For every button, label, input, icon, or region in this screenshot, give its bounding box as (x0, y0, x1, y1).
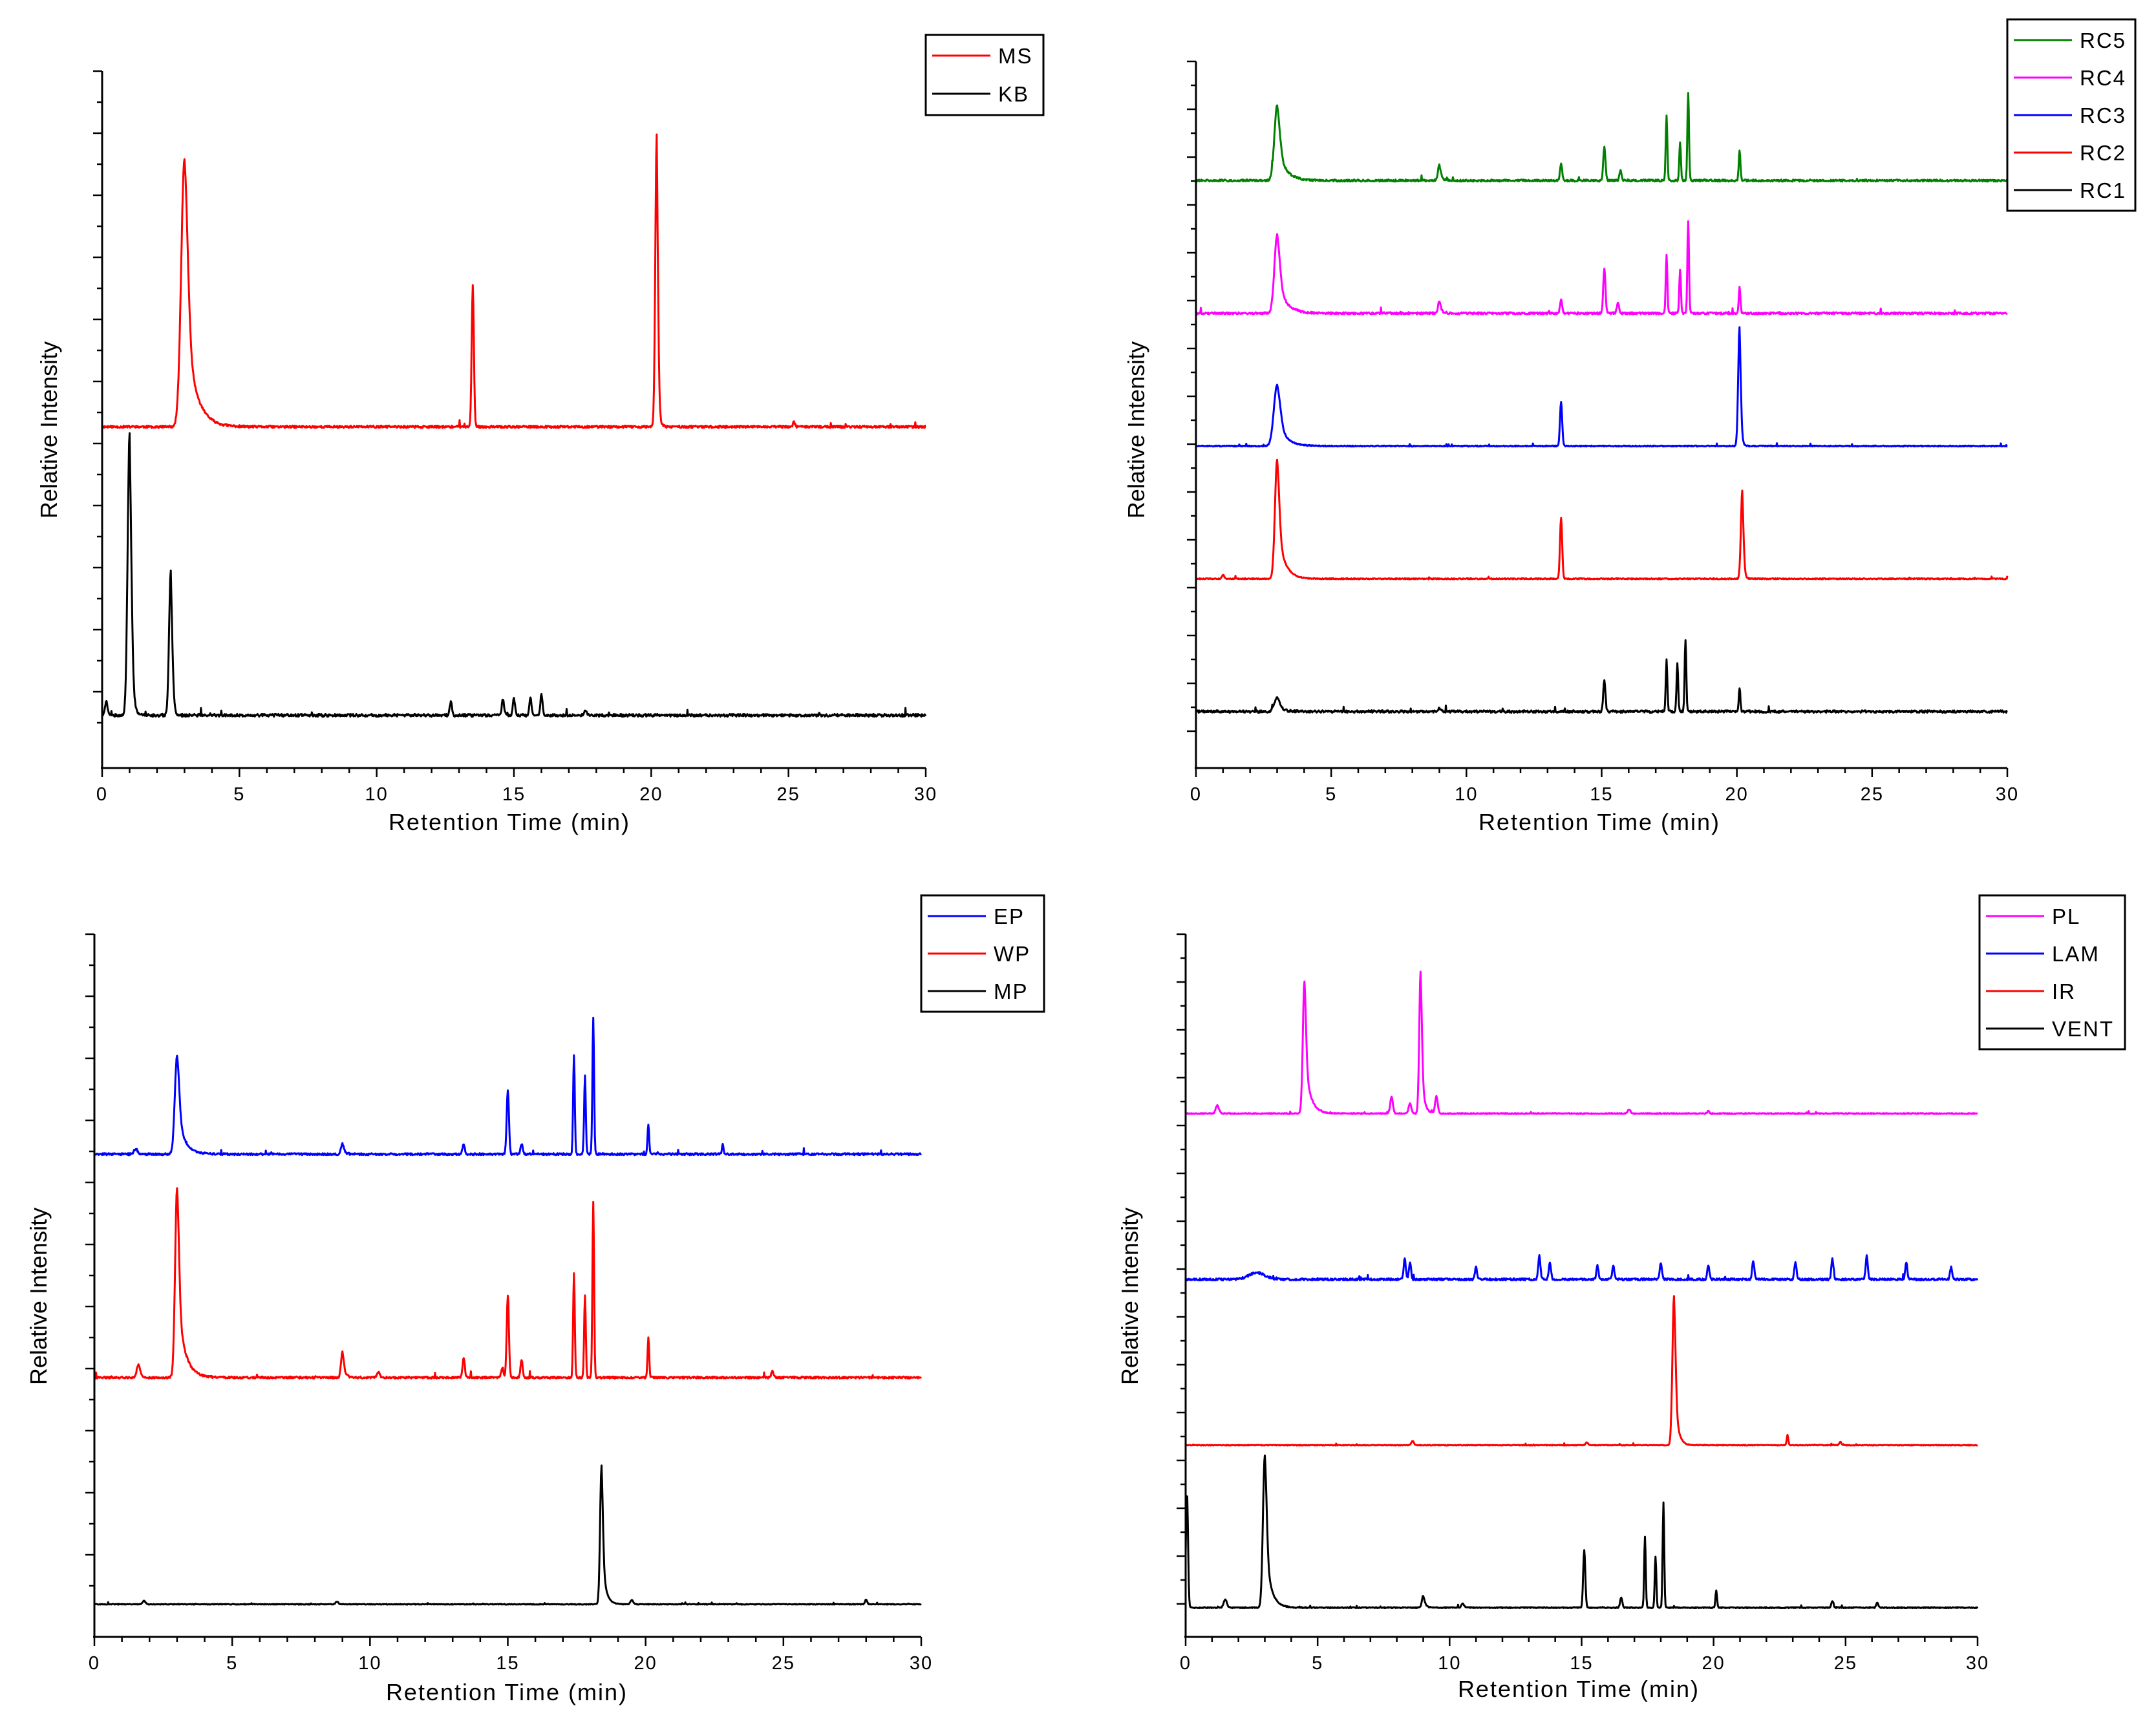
chart-axes: 0 5 10 15 20 25 30 (85, 933, 933, 1674)
legend-label-kb: KB (998, 82, 1029, 106)
legend-label-wp: WP (994, 942, 1030, 966)
chart-legend: MS KB (924, 34, 1045, 116)
legend-label-pl: PL (2052, 904, 2080, 928)
series-line-lam (1184, 1254, 1979, 1281)
y-axis-title: Relative Intensity (25, 1208, 52, 1385)
series-line-kb (101, 432, 927, 718)
legend-box (1978, 894, 2126, 1051)
series-line-vent (1184, 1454, 1979, 1609)
chart-axes: 0 5 10 15 20 25 30 (1177, 933, 1989, 1674)
chart-panel-pl-lam-ir-vent: 0 5 10 15 20 25 30 PL LAM IR VENT Retention Time … (1116, 894, 2126, 1702)
chart-legend: EP WP MP (920, 894, 1045, 1013)
x-tick-label: 10 (1438, 1653, 1461, 1674)
chart-panel-ms-kb: 0 5 10 15 20 25 30 MS KB Retention Time (min) R… (36, 34, 1045, 835)
series-line-wp (94, 1187, 922, 1380)
y-axis-title: Relative Intensity (1116, 1208, 1143, 1385)
legend-label-rc2: RC2 (2080, 141, 2126, 165)
legend-label-rc3: RC3 (2080, 103, 2126, 127)
x-axis-title: Retention Time (min) (386, 1679, 628, 1705)
chart-panel-ep-wp-mp: 0 5 10 15 20 25 30 EP WP MP Retention Time (min)… (25, 894, 1045, 1705)
x-tick-label: 0 (1190, 784, 1202, 805)
chart-axes: 0 5 10 15 20 25 30 (1187, 60, 2019, 805)
x-tick-label: 20 (634, 1653, 657, 1674)
x-tick-label: 10 (1455, 784, 1478, 805)
chart-traces (101, 133, 927, 718)
x-tick-label: 5 (226, 1653, 238, 1674)
legend-label-ir: IR (2052, 979, 2076, 1003)
x-tick-label: 30 (914, 784, 937, 805)
chart-axes: 0 5 10 15 20 25 30 (93, 70, 937, 805)
x-tick-label: 5 (233, 784, 245, 805)
x-tick-label: 0 (89, 1653, 100, 1674)
x-axis-title: Retention Time (min) (1458, 1676, 1700, 1702)
x-tick-label: 10 (358, 1653, 381, 1674)
x-tick-label: 25 (777, 784, 800, 805)
series-line-ir (1185, 1295, 1978, 1447)
y-axis-title: Relative Intensity (1123, 341, 1149, 518)
series-line-rc4 (1195, 220, 2008, 315)
chart-traces (1184, 970, 1979, 1609)
x-tick-label: 25 (1861, 784, 1884, 805)
x-tick-label: 20 (1725, 784, 1749, 805)
legend-label-vent: VENT (2052, 1017, 2114, 1041)
series-line-rc3 (1195, 326, 2008, 448)
x-tick-label: 5 (1312, 1653, 1323, 1674)
x-tick-label: 10 (365, 784, 389, 805)
x-axis-title: Retention Time (min) (1478, 809, 1720, 835)
x-tick-label: 5 (1325, 784, 1337, 805)
chart-legend: PL LAM IR VENT (1978, 894, 2126, 1051)
legend-label-rc1: RC1 (2080, 178, 2126, 202)
x-tick-label: 15 (1590, 784, 1613, 805)
chart-legend: RC5 RC4 RC3 RC2 RC1 (2006, 18, 2137, 212)
x-tick-label: 25 (772, 1653, 795, 1674)
x-tick-label: 30 (910, 1653, 933, 1674)
legend-label-ms: MS (998, 44, 1033, 68)
chart-traces (1195, 92, 2009, 714)
x-tick-label: 20 (1702, 1653, 1725, 1674)
legend-box (924, 34, 1045, 116)
x-tick-label: 15 (496, 1653, 519, 1674)
series-line-ep (94, 1016, 922, 1157)
x-tick-label: 0 (1180, 1653, 1191, 1674)
x-tick-label: 30 (1996, 784, 2019, 805)
x-axis-title: Retention Time (min) (389, 809, 630, 835)
y-axis-title: Relative Intensity (36, 341, 62, 518)
x-tick-label: 20 (639, 784, 663, 805)
x-tick-label: 25 (1834, 1653, 1857, 1674)
series-line-rc1 (1195, 639, 2008, 714)
x-tick-label: 30 (1966, 1653, 1989, 1674)
series-line-rc2 (1195, 458, 2009, 581)
series-line-ms (101, 133, 926, 429)
series-line-pl (1184, 970, 1978, 1115)
series-line-mp (94, 1464, 922, 1606)
chart-panel-rc: 0 5 10 15 20 25 30 RC5 RC4 RC3 RC2 RC1 Retention T… (1123, 18, 2137, 835)
legend-label-ep: EP (994, 904, 1025, 928)
series-line-rc5 (1195, 92, 2008, 183)
x-tick-label: 0 (96, 784, 108, 805)
x-tick-label: 15 (1570, 1653, 1593, 1674)
x-tick-label: 15 (502, 784, 526, 805)
chart-traces (94, 1016, 922, 1606)
legend-label-mp: MP (994, 979, 1029, 1003)
legend-label-rc4: RC4 (2080, 66, 2126, 90)
legend-label-rc5: RC5 (2080, 28, 2126, 52)
legend-label-lam: LAM (2052, 942, 2100, 966)
